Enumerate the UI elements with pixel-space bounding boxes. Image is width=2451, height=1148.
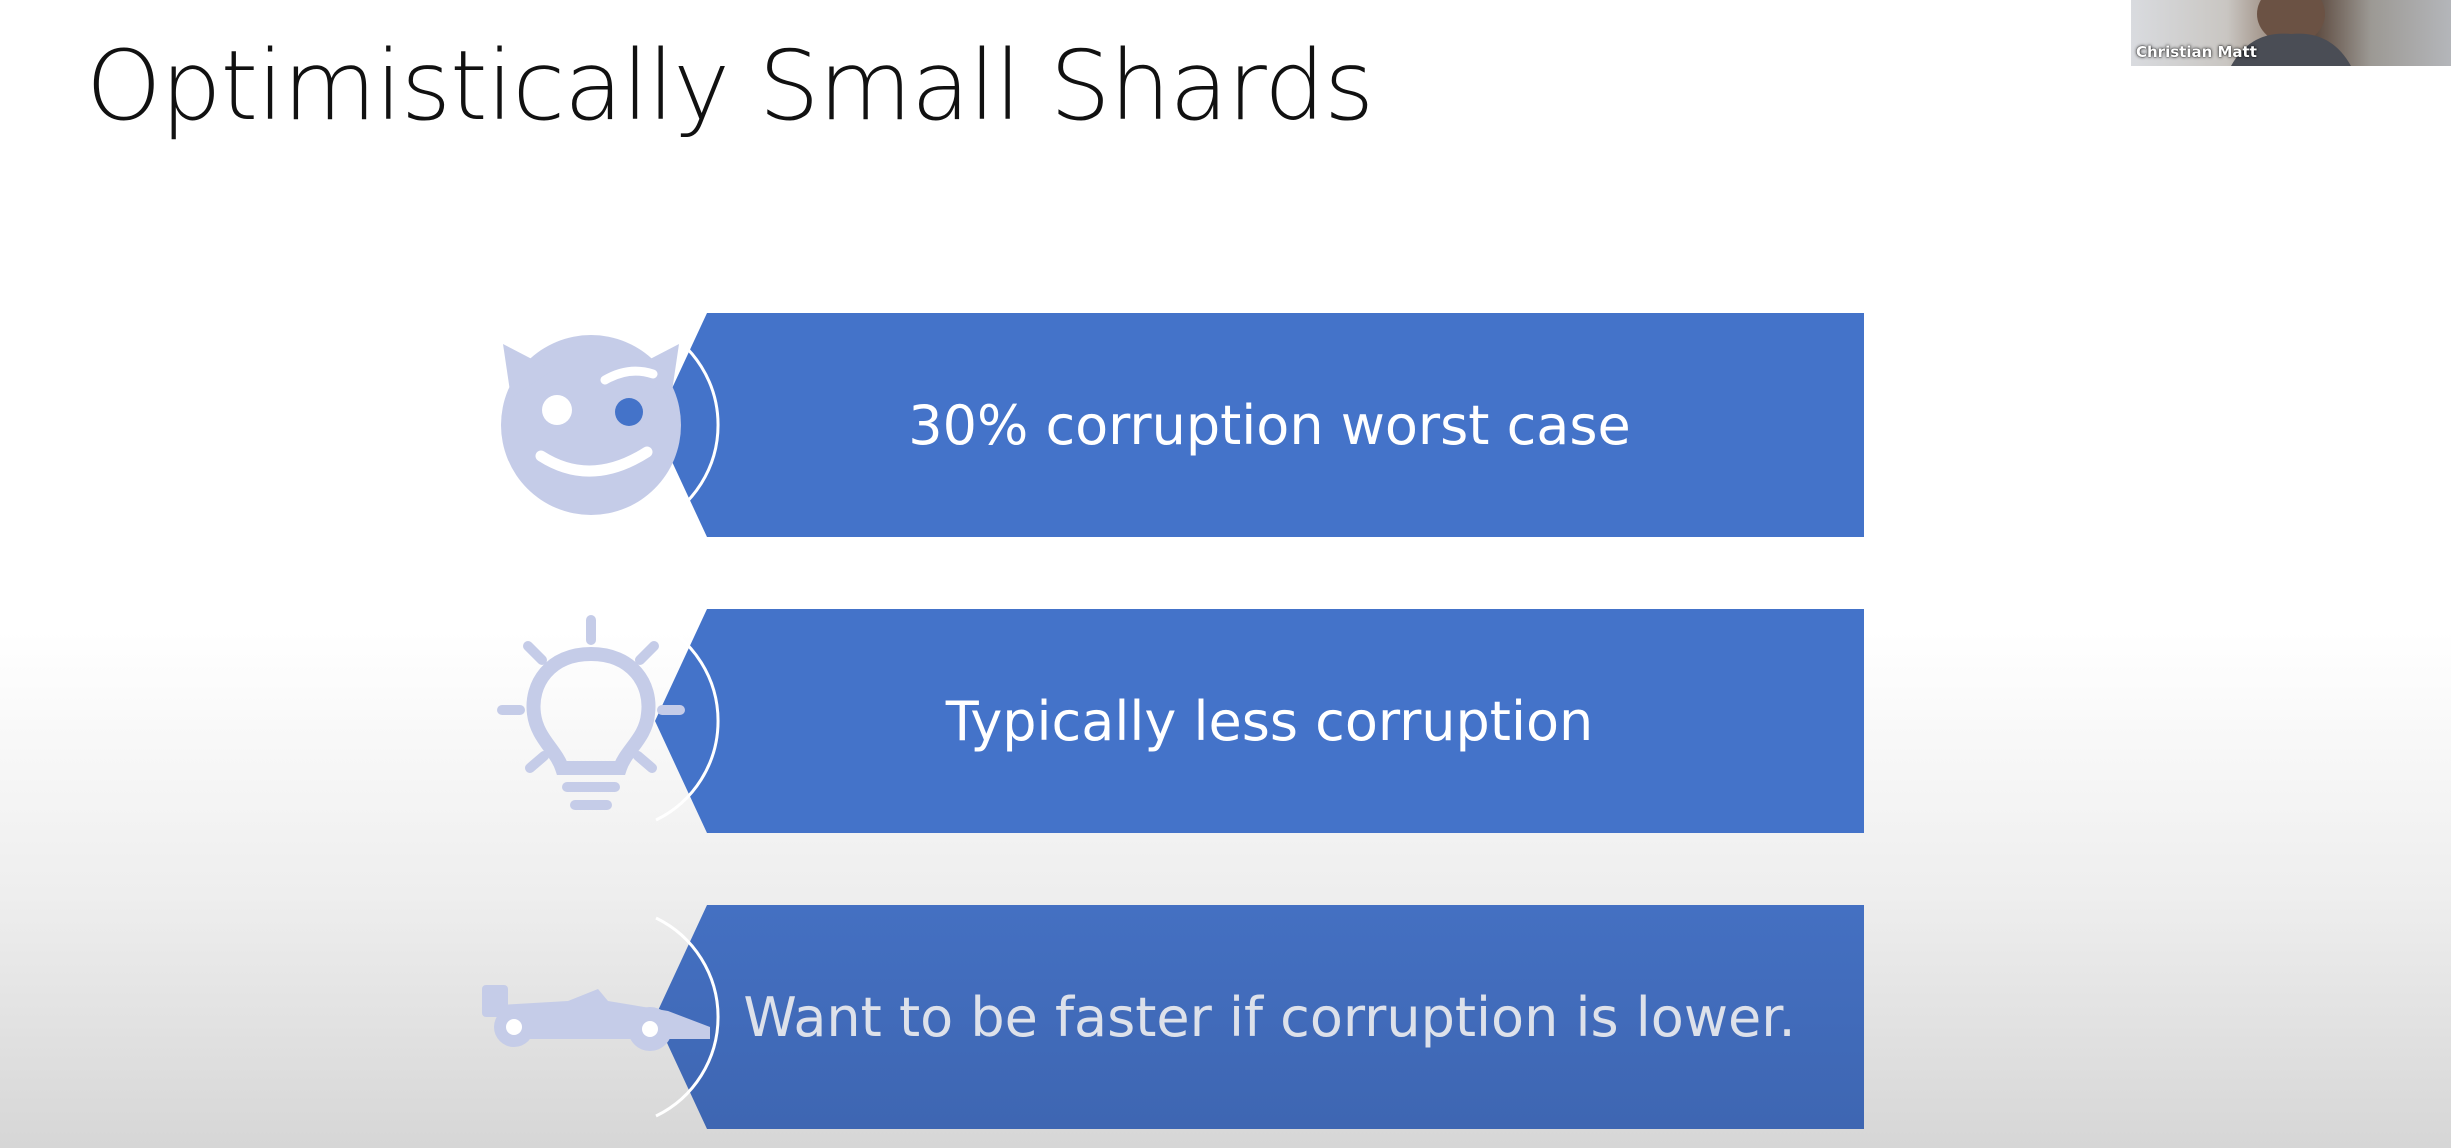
item-text: Want to be faster if corruption is lower… (743, 985, 1796, 1049)
participant-silhouette (2231, 0, 2351, 66)
webcam-thumbnail[interactable]: Christian Matt (2131, 0, 2451, 66)
item-banner: 30% corruption worst case (655, 313, 1864, 537)
lightbulb-icon (497, 615, 685, 810)
race-car-icon (482, 985, 710, 1051)
item-text: Typically less corruption (945, 689, 1594, 753)
slide-title: Optimistically Small Shards (86, 30, 1374, 142)
item-text: 30% corruption worst case (908, 393, 1631, 457)
participant-name: Christian Matt (2136, 43, 2257, 61)
devil-face-icon (501, 335, 681, 515)
item-banner: Typically less corruption (655, 609, 1864, 833)
item-banner: Want to be faster if corruption is lower… (655, 905, 1864, 1129)
